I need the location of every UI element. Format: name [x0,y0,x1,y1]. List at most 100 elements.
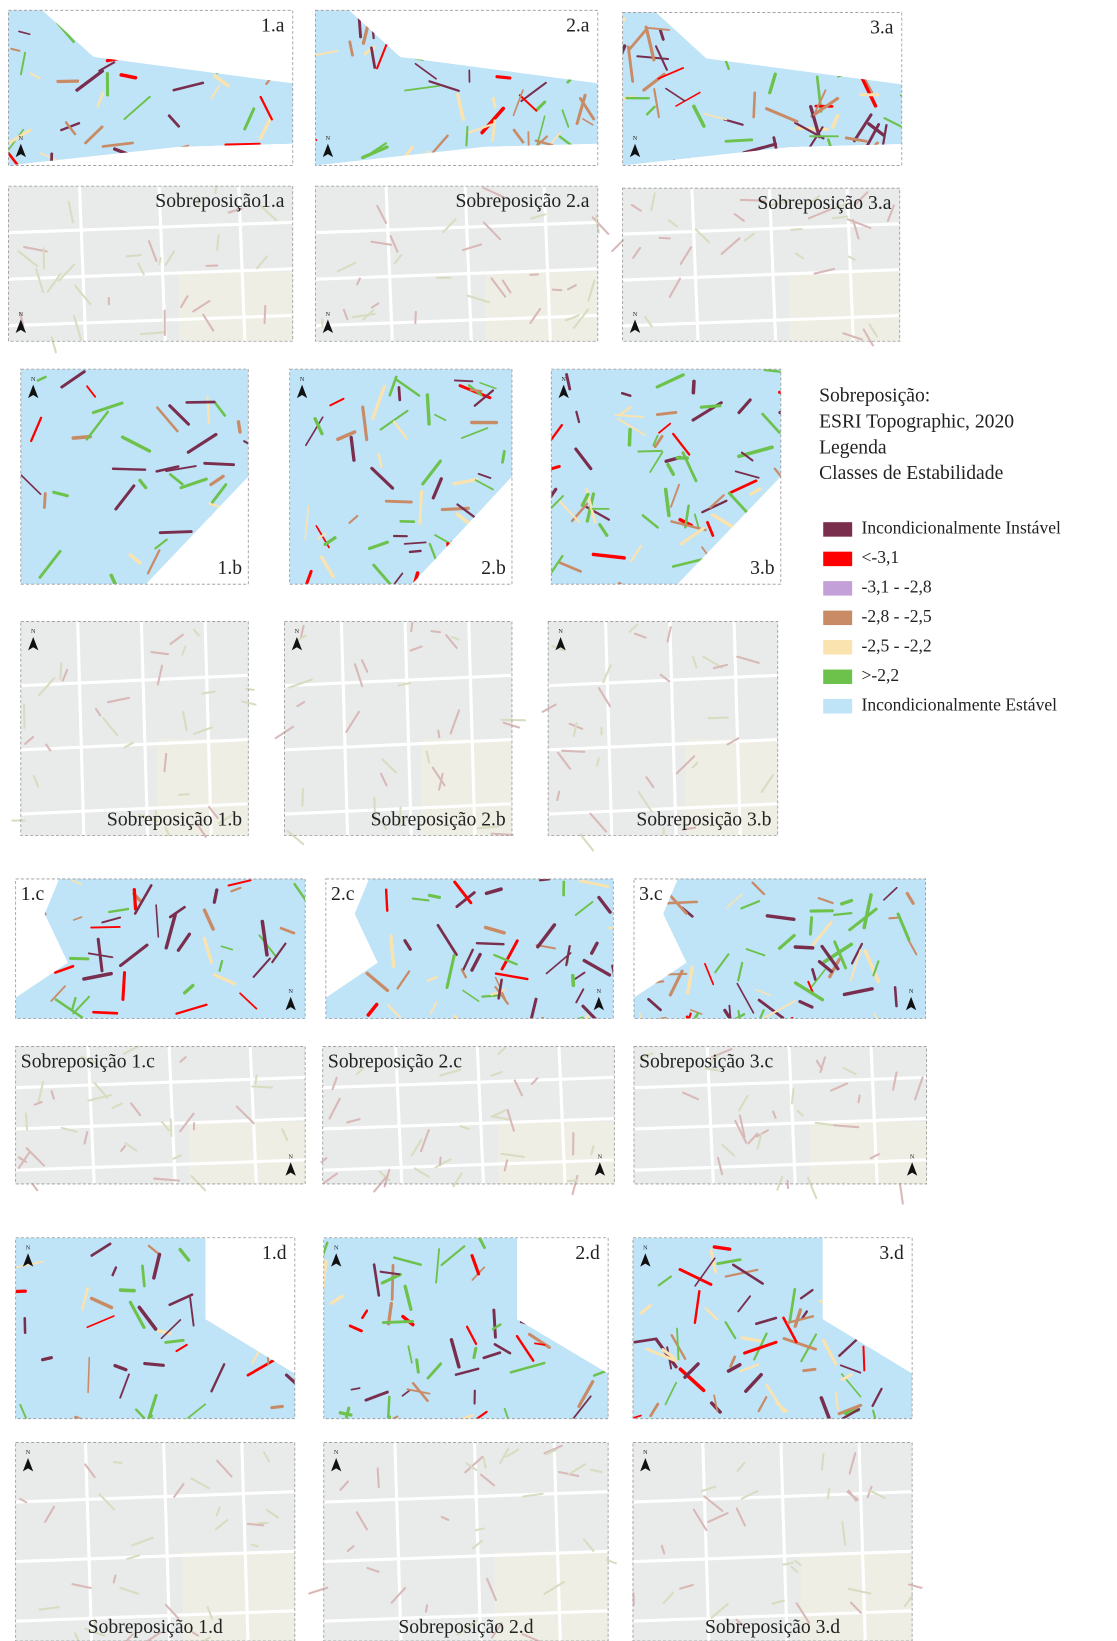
stability-streak [455,380,473,381]
stable-area [623,12,902,165]
overlay-streak [709,718,728,719]
stability-streak [225,1261,230,1268]
overlay-streak [828,1489,829,1499]
stable-area [633,1238,912,1419]
stability-streak [23,943,24,966]
stability-streak [737,32,745,36]
overlay-streak [411,623,412,631]
stability-streak [809,46,817,55]
north-label: N [300,376,305,383]
stability-streak [121,1290,135,1291]
north-label: N [597,988,602,995]
legend-label: -2,8 - -2,5 [861,606,931,626]
stability-streak [818,64,826,68]
stable-area [324,1238,608,1419]
stability-streak [205,544,211,560]
stability-streak [542,37,569,43]
stability-map [613,1238,940,1435]
stability-streak [123,973,125,1000]
panel-label: Sobreposição 1.b [107,809,242,831]
legend-swatch [823,670,852,684]
stability-streak [558,1311,583,1321]
stability-streak [71,958,88,959]
stability-streak [895,987,896,1006]
north-label: N [295,628,300,635]
stability-streak [663,902,696,904]
stability-streak [325,958,351,967]
legend-swatch [823,522,852,536]
overlay-streak [179,794,188,795]
panel-label: 1.a [261,14,285,36]
stability-streak [142,1266,144,1286]
stability-streak [656,960,665,961]
panel-label: 2.c [331,883,355,905]
overlay-streak [431,631,440,632]
stability-streak [463,160,489,183]
legend-label: Incondicionalmente Estável [861,694,1057,714]
stability-streak [274,1276,293,1291]
stability-streak [605,19,624,47]
stability-streak [654,981,663,982]
north-label: N [334,1244,339,1251]
stability-map [0,1238,303,1444]
overlay-streak [127,255,141,256]
overlay-streak [612,240,623,251]
overlay-streak [378,1469,379,1488]
overlay-streak [822,1454,823,1470]
panel-label: 3.d [879,1242,904,1264]
stability-streak [243,1270,267,1296]
stability-streak [243,551,272,569]
overlay-streak [252,1086,272,1087]
panel-label: Sobreposição 2.a [455,190,589,212]
panel-label: Sobreposição 3.b [636,809,771,831]
stability-streak [455,1016,461,1035]
stability-streak [901,95,920,103]
stability-streak [93,1012,116,1013]
stability-streak [820,1300,829,1301]
overlay-streak [217,235,218,250]
panel-label: 2.d [575,1242,600,1264]
stability-streak [307,140,316,144]
stability-streak [717,563,737,566]
stability-streak [619,583,637,598]
stability-streak [573,976,574,986]
figure: N1.aN2.aN3.aNSobreposição1.aNSobreposiçã… [0,0,1117,1641]
overlay-streak [26,1113,27,1129]
stability-streak [884,1279,901,1309]
stability-streak [415,573,418,582]
stability-streak [872,40,873,60]
stability-streak [838,72,856,77]
stability-streak [454,552,462,568]
stability-streak [448,544,450,553]
overlay-streak [492,834,513,835]
overlay-streak [553,290,562,291]
stable-area [316,10,598,165]
overlay-streak [246,689,253,690]
north-label: N [643,1449,648,1456]
stability-streak [388,1417,389,1437]
panel-label: Sobreposição 3.d [705,1616,840,1638]
stability-streak [386,890,387,911]
stability-streak [493,98,495,107]
stability-streak [91,927,120,928]
stability-streak [160,532,191,533]
stability-streak [505,61,517,66]
panel-label: Sobreposição 2.b [371,809,506,831]
overlay-streak [562,751,584,752]
stability-streak [620,982,635,1013]
stability-streak [155,36,160,51]
legend-swatch [823,552,852,566]
panel-label: 3.c [639,883,663,905]
stability-streak [238,422,240,432]
north-label: N [288,988,293,995]
stability-streak [807,28,818,35]
stability-streak [693,381,694,392]
stability-streak [429,895,439,897]
legend-swatch [823,640,852,654]
north-label: N [26,1244,31,1251]
stability-streak [863,1347,864,1371]
stability-streak [769,32,773,46]
stability-streak [687,1017,692,1041]
stability-streak [443,567,450,575]
stability-streak [484,26,509,30]
